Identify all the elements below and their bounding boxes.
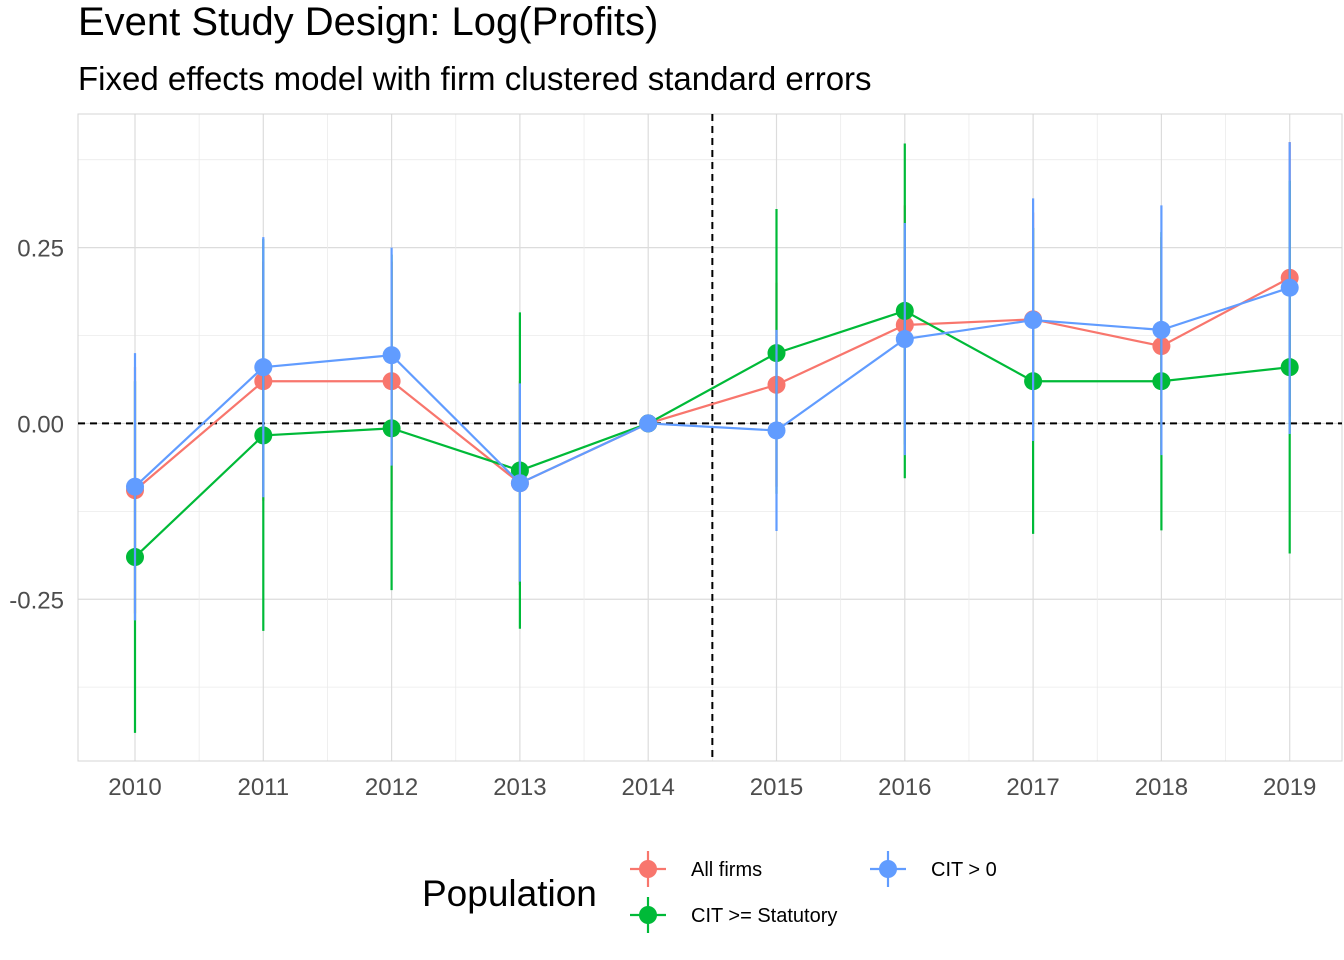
x-tick-label: 2016 [878, 774, 931, 801]
series-line [134, 276, 1291, 492]
data-point [767, 421, 786, 440]
axes: -0.25 0.00 0.25 2010 2011 2012 2013 2014 2015 201… [9, 236, 1316, 801]
data-point [254, 358, 273, 377]
legend-label: CIT >= Statutory [691, 905, 837, 927]
data-point [1280, 278, 1299, 297]
series-2 [126, 142, 1299, 621]
legend-key-point [639, 860, 657, 878]
legend-key-point [879, 860, 897, 878]
chart-title: Event Study Design: Log(Profits) [78, 0, 658, 44]
y-tick-label: 0.25 [17, 236, 64, 263]
data-point [1024, 311, 1043, 330]
legend: Population All firms CIT >= Statutory CIT … [422, 851, 997, 933]
x-tick-label: 2010 [108, 774, 161, 801]
legend-key-point [639, 906, 657, 924]
legend-label: CIT > 0 [931, 859, 997, 881]
data-point [1152, 320, 1171, 339]
x-tick-label: 2015 [750, 774, 803, 801]
x-tick-label: 2012 [365, 774, 418, 801]
legend-title: Population [422, 873, 597, 914]
legend-label: All firms [691, 859, 762, 881]
data-point [382, 346, 401, 365]
x-tick-label: 2017 [1006, 774, 1059, 801]
x-tick-label: 2014 [622, 774, 675, 801]
data-point [895, 330, 914, 349]
legend-item-1: CIT >= Statutory [630, 897, 837, 933]
legend-item-0: All firms [630, 851, 762, 887]
reference-lines [78, 114, 1342, 761]
data-point [639, 414, 658, 433]
data-point [510, 474, 529, 493]
series-line [134, 286, 1291, 488]
chart-subtitle: Fixed effects model with firm clustered … [78, 60, 872, 97]
x-tick-label: 2018 [1135, 774, 1188, 801]
x-tick-label: 2019 [1263, 774, 1316, 801]
x-tick-label: 2013 [493, 774, 546, 801]
x-tick-label: 2011 [237, 774, 289, 801]
legend-item-2: CIT > 0 [870, 851, 997, 887]
series-line [134, 309, 1290, 558]
data-point [126, 477, 144, 496]
series-layer [126, 142, 1299, 733]
y-tick-label: 0.00 [17, 411, 64, 438]
y-tick-label: -0.25 [9, 587, 64, 614]
panel-border [77, 113, 1343, 762]
